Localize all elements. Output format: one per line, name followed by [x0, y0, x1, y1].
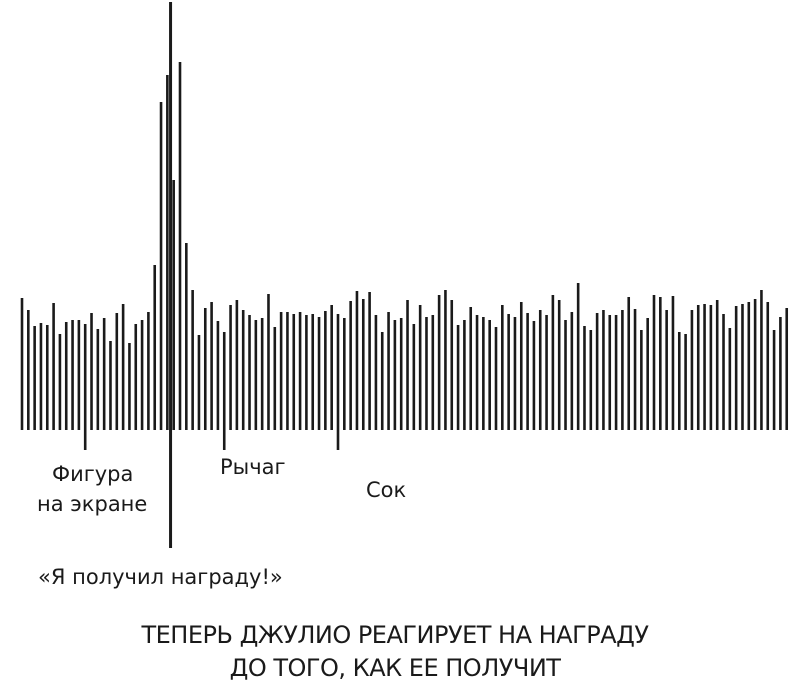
label-figure-line2: на экране [37, 492, 147, 516]
label-lever: Рычаг [220, 455, 286, 479]
bars-group [20, 62, 789, 430]
label-reward-quote: «Я получил награду!» [38, 565, 283, 589]
event-markers [83, 2, 340, 548]
caption-line1: ТЕПЕРЬ ДЖУЛИО РЕАГИРУЕТ НА НАГРАДУ [140, 621, 649, 649]
label-figure-line1: Фигура [52, 462, 133, 486]
label-juice: Сок [366, 478, 406, 502]
caption-line2: ДО ТОГО, КАК ЕЕ ПОЛУЧИТ [230, 654, 562, 682]
